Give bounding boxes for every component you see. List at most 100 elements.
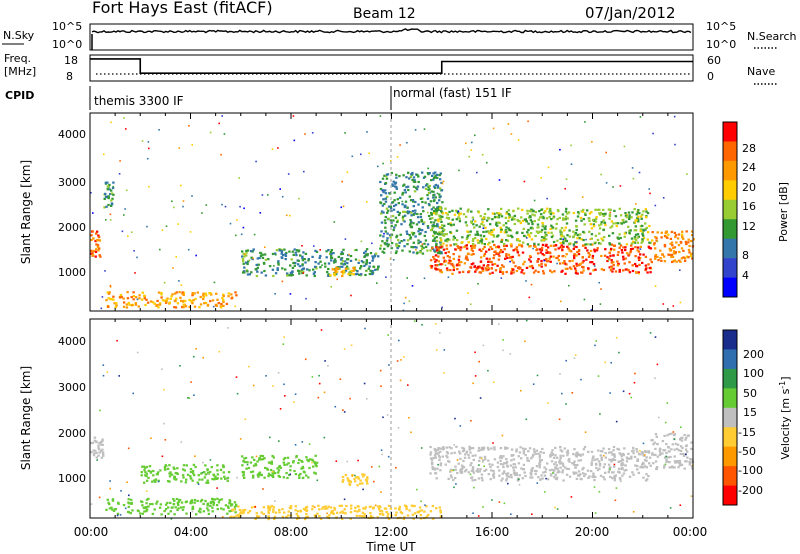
xtick-0800: 08:00 [274, 525, 309, 539]
data-cell [168, 464, 171, 467]
data-cell [276, 268, 279, 272]
data-cell [510, 272, 513, 275]
data-cell [369, 514, 373, 518]
data-cell [409, 222, 412, 225]
data-cell [458, 271, 461, 274]
data-cell [688, 460, 691, 463]
data-cell [450, 476, 453, 479]
data-cell [391, 215, 395, 218]
data-cell [360, 260, 364, 263]
data-cell [435, 213, 438, 216]
data-cell [190, 501, 194, 504]
data-cell [478, 456, 482, 459]
data-cell [312, 465, 315, 468]
data-cell [534, 269, 537, 272]
data-cell [445, 233, 448, 236]
data-cell [567, 243, 571, 246]
data-cell [90, 234, 93, 237]
data-cell [267, 475, 270, 478]
data-cell [466, 236, 469, 239]
data-cell [517, 207, 520, 210]
data-cell [634, 233, 638, 236]
data-cell [676, 443, 680, 446]
data-cell [639, 215, 643, 218]
data-cell [132, 295, 135, 298]
data-cell [169, 510, 172, 513]
data-cell [295, 455, 298, 459]
noise-left-tick-bottom: 10^0 [52, 38, 82, 51]
data-cell [299, 254, 302, 257]
data-cell [662, 255, 666, 258]
data-cell [452, 257, 455, 260]
data-cell [112, 509, 116, 512]
data-cell [437, 248, 440, 251]
data-cell [541, 243, 545, 246]
data-cell [381, 512, 384, 515]
data-cell [413, 512, 417, 515]
data-cell [536, 252, 540, 255]
scatter-echo [239, 438, 242, 440]
data-cell [412, 241, 415, 244]
data-cell [556, 239, 559, 242]
data-cell [436, 218, 440, 221]
data-cell [480, 473, 484, 476]
data-cell [181, 291, 184, 294]
data-cell [630, 216, 633, 219]
scatter-echo [350, 294, 352, 297]
data-cell [451, 218, 454, 221]
data-cell [431, 217, 434, 220]
scatter-echo [147, 141, 150, 143]
data-cell [340, 262, 343, 265]
velocity-data [90, 319, 695, 521]
data-cell [380, 210, 384, 213]
data-cell [314, 454, 317, 457]
data-cell [324, 505, 327, 508]
data-cell [111, 499, 115, 502]
data-cell [691, 234, 694, 237]
data-cell [613, 479, 616, 482]
data-cell [611, 458, 615, 461]
data-cell [565, 222, 569, 225]
data-cell [197, 510, 201, 513]
scatter-echo [502, 349, 504, 352]
data-cell [573, 448, 576, 451]
data-cell [445, 446, 448, 449]
data-cell [254, 268, 257, 271]
data-cell [638, 263, 641, 266]
scatter-echo [517, 478, 520, 481]
data-cell [367, 267, 370, 270]
scatter-echo [565, 403, 567, 405]
data-cell [498, 474, 501, 477]
xtick-1200: 12:00 [374, 525, 409, 539]
data-cell [684, 460, 687, 463]
scatter-echo [376, 282, 378, 284]
scatter-echo [424, 504, 426, 506]
data-cell [532, 210, 535, 213]
data-cell [545, 217, 549, 220]
scatter-echo [195, 254, 197, 257]
scatter-echo [259, 212, 262, 214]
data-cell [497, 245, 500, 248]
data-cell [439, 246, 442, 249]
data-cell [534, 234, 537, 238]
data-cell [631, 269, 635, 273]
data-cell [459, 457, 462, 460]
data-cell [206, 479, 209, 482]
data-cell [380, 221, 384, 224]
data-cell [516, 251, 520, 254]
data-cell [510, 234, 513, 237]
data-cell [215, 504, 219, 507]
data-cell [469, 220, 473, 223]
data-cell [386, 512, 390, 515]
data-cell [120, 295, 123, 298]
data-cell [393, 191, 396, 194]
data-cell [406, 243, 409, 246]
data-cell [439, 263, 442, 266]
data-cell [559, 449, 562, 452]
data-cell [192, 474, 196, 477]
data-cell [188, 305, 191, 308]
data-cell [506, 474, 509, 477]
scatter-echo [591, 141, 593, 143]
data-cell [439, 515, 443, 518]
data-cell [483, 212, 487, 216]
